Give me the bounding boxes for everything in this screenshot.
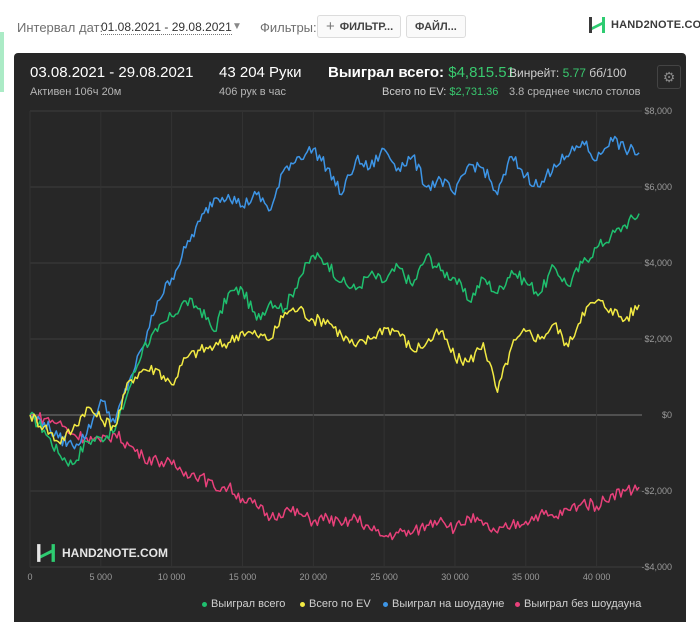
hand2note-logo-icon (589, 17, 605, 33)
avg-tables: 3.8 среднее число столов (509, 86, 641, 98)
active-time: Активен 106ч 20м (30, 86, 122, 98)
watermark-text: HAND2NOTE.COM (62, 546, 169, 560)
x-tick-label: 40 000 (583, 572, 611, 582)
x-tick-label: 35 000 (512, 572, 540, 582)
legend-dot-icon (202, 601, 207, 607)
winrate-value: 5.77 (562, 66, 586, 80)
x-tick-label: 0 (27, 572, 32, 582)
hands-count: 43 204 Руки (219, 64, 302, 81)
winrate-unit: бб/100 (589, 66, 627, 80)
chevron-down-icon[interactable]: ▼ (232, 21, 242, 32)
x-tick-label: 20 000 (300, 572, 328, 582)
gear-icon[interactable]: ⚙ (657, 65, 681, 89)
x-tick-label: 30 000 (441, 572, 469, 582)
brand-logo: HAND2NOTE.COM (588, 16, 700, 34)
ev-total-label: Всего по EV: (382, 86, 447, 98)
chart-lines (29, 135, 640, 541)
y-tick-label: $0 (662, 410, 672, 420)
legend-item-no-showdown[interactable]: Выиграл без шоудауна (515, 598, 641, 610)
hand2note-watermark-icon (37, 544, 55, 562)
session-date-range: 03.08.2021 - 29.08.2021 (30, 64, 194, 81)
won-total-stat: Выиграл всего: $4,815.51 (328, 64, 515, 81)
x-tick-label: 10 000 (158, 572, 186, 582)
legend-label: Выиграл на шоудауне (392, 598, 505, 610)
ev-total-value: $2,731.36 (449, 86, 499, 98)
y-tick-label: $6,000 (644, 182, 672, 192)
x-tick-label: 5 000 (90, 572, 113, 582)
legend-dot-icon (300, 601, 305, 607)
y-tick-label: $8,000 (644, 106, 672, 116)
chart-grid (29, 110, 642, 568)
filter-button-label: ФИЛЬТР... (339, 20, 394, 33)
winrate-stat: Винрейт: 5.77 бб/100 (509, 66, 626, 80)
legend-item-showdown[interactable]: Выиграл на шоудауне (383, 598, 504, 610)
legend-item-won-total[interactable]: Выиграл всего (202, 598, 285, 610)
won-total-value: $4,815.51 (448, 64, 515, 81)
legend-dot-icon (383, 601, 388, 607)
x-tick-label: 25 000 (370, 572, 398, 582)
series-line-showdown (29, 135, 640, 450)
y-tick-label: $2,000 (644, 334, 672, 344)
plus-icon: + (326, 18, 335, 35)
series-line-won-total (29, 213, 640, 467)
legend-label: Выиграл без шоудауна (524, 598, 642, 610)
logo-text: HAND2NOTE.COM (611, 19, 700, 31)
date-interval-picker[interactable]: 01.08.2021 - 29.08.2021 (101, 20, 232, 35)
x-tick-label: 15 000 (229, 572, 257, 582)
side-accent (0, 32, 4, 92)
legend-label: Выиграл всего (211, 598, 286, 610)
y-tick-label: $4,000 (644, 258, 672, 268)
chart-legend: Выиграл всего Всего по EV Выиграл на шоу… (14, 598, 686, 614)
legend-dot-icon (515, 601, 520, 607)
winrate-label: Винрейт: (509, 66, 560, 80)
hands-per-hour: 406 рук в час (219, 86, 287, 98)
won-total-label: Выиграл всего: (328, 64, 445, 81)
file-button[interactable]: ФАЙЛ... (406, 15, 466, 38)
graph-panel: 03.08.2021 - 29.08.2021 Активен 106ч 20м… (14, 53, 686, 622)
series-line-ev-total (29, 298, 640, 445)
legend-item-ev-total[interactable]: Всего по EV (300, 598, 371, 610)
ev-total-stat: Всего по EV: $2,731.36 (382, 86, 498, 98)
bankroll-chart: $8,000 $6,000 $4,000 $2,000 $0 -$2,000 -$4,000… (27, 106, 672, 582)
chart-ticks: $8,000 $6,000 $4,000 $2,000 $0 -$2,000 -$4,000… (27, 106, 672, 582)
file-button-label: ФАЙЛ... (415, 20, 457, 33)
y-tick-label: -$4,000 (641, 562, 672, 572)
filters-label: Фильтры: (260, 20, 317, 35)
filter-button[interactable]: + ФИЛЬТР... (317, 15, 401, 38)
date-interval-label: Интервал дат: (17, 20, 104, 35)
legend-label: Всего по EV (309, 598, 371, 610)
watermark: HAND2NOTE.COM (36, 543, 168, 563)
y-tick-label: -$2,000 (641, 486, 672, 496)
top-toolbar: Интервал дат: 01.08.2021 - 29.08.2021 ▼ … (0, 0, 700, 52)
series-line-no-showdown (29, 412, 640, 541)
